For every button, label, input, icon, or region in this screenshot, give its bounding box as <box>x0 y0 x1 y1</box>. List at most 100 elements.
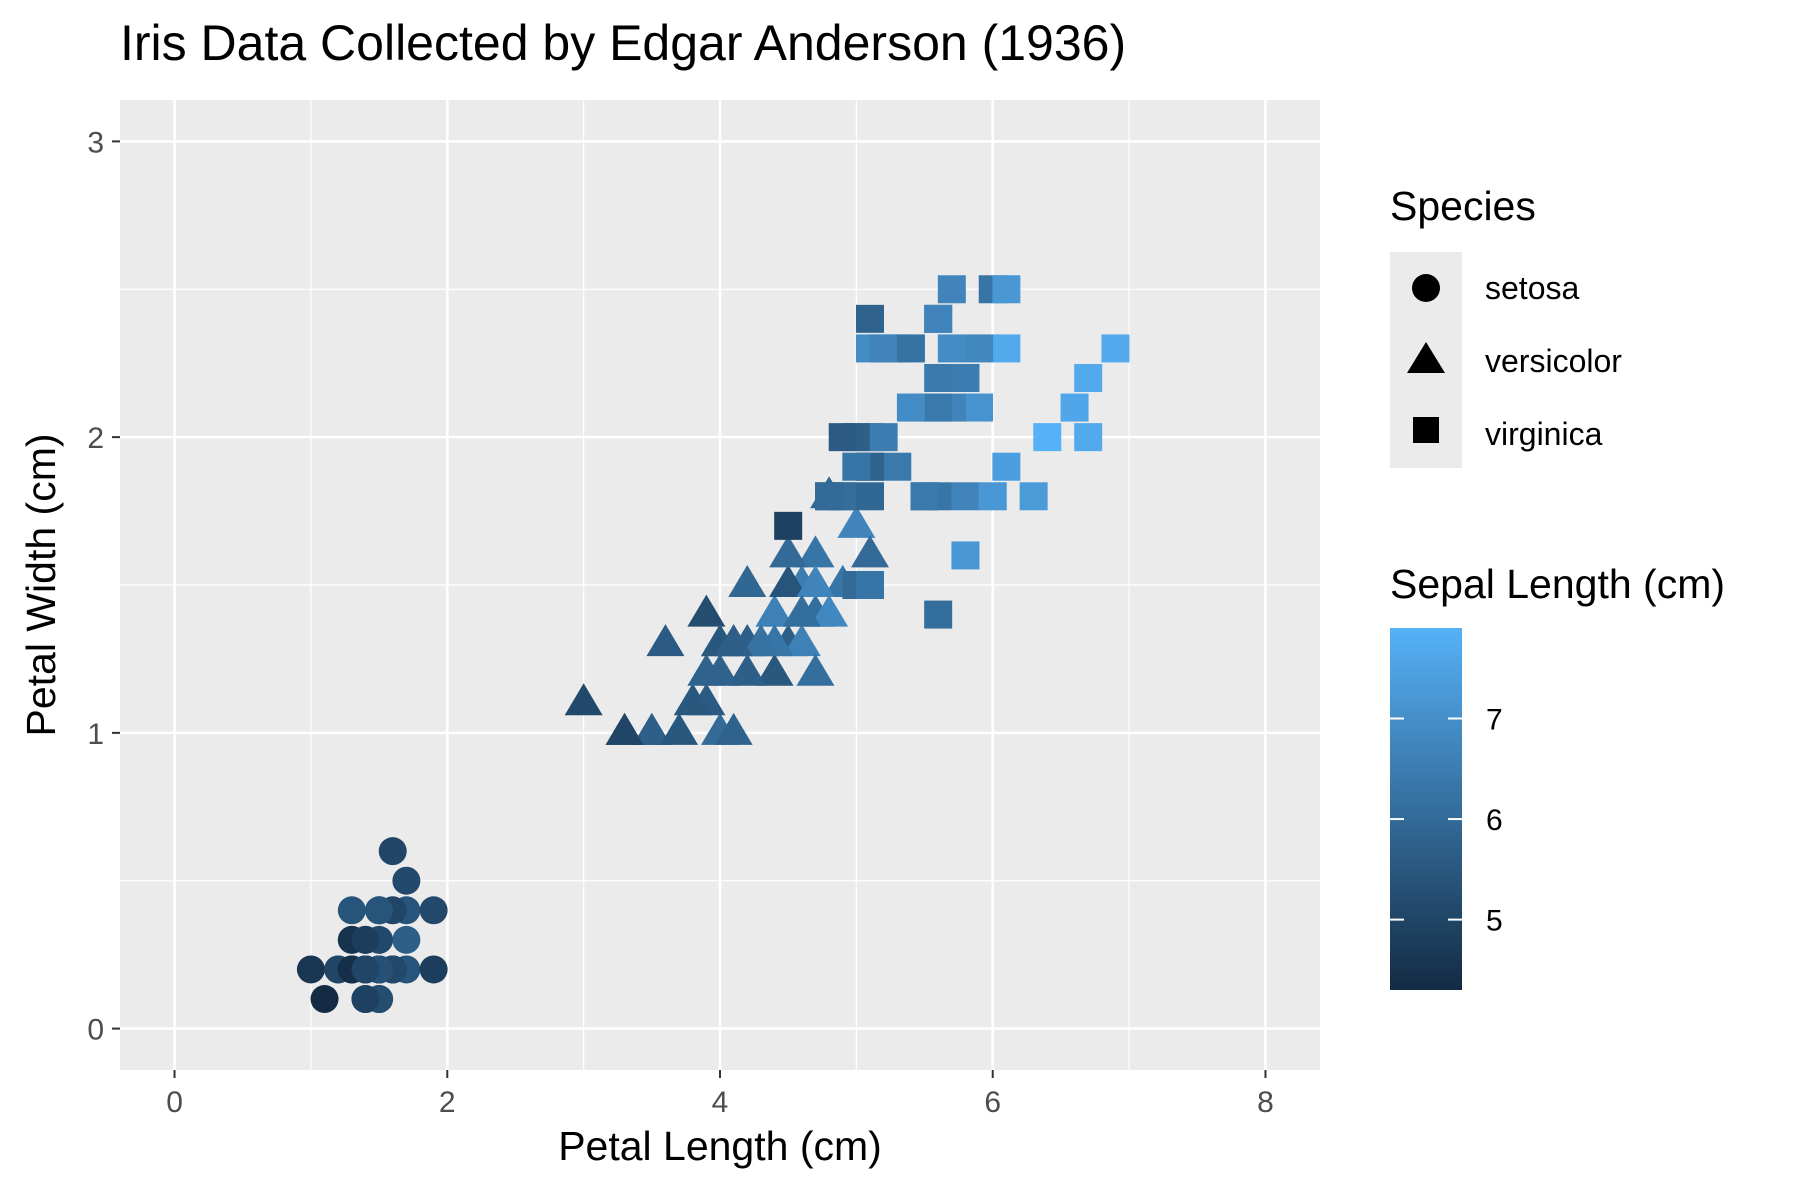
versicolor-point <box>782 594 821 627</box>
virginica-point <box>1060 393 1089 422</box>
versicolor-point <box>851 535 889 568</box>
colorbar-tick-label: 7 <box>1486 704 1503 737</box>
virginica-point <box>951 363 980 392</box>
versicolor-point <box>701 653 739 686</box>
setosa-point <box>419 955 448 984</box>
colorbar-tick-label: 5 <box>1486 905 1503 938</box>
x-axis: 0 2 4 6 8 <box>166 1070 1274 1119</box>
virginica-point <box>924 363 953 392</box>
versicolor-point <box>714 712 753 745</box>
versicolor-point <box>755 594 794 627</box>
virginica-point <box>883 452 912 481</box>
virginica-point <box>856 482 884 511</box>
shape-legend-title: Species <box>1390 183 1536 229</box>
setosa-point <box>351 985 380 1014</box>
virginica-point <box>815 482 844 511</box>
versicolor-point <box>728 565 767 597</box>
virginica-point <box>965 334 994 363</box>
virginica-point <box>828 423 857 452</box>
virginica-point <box>1101 334 1130 363</box>
versicolor-point <box>714 624 753 657</box>
virginica-point <box>924 304 953 333</box>
legend-label-setosa: setosa <box>1485 270 1579 306</box>
virginica-point <box>869 423 898 452</box>
legend-square-icon <box>1413 417 1439 443</box>
versicolor-point <box>755 653 794 686</box>
y-axis-title: Petal Width (cm) <box>18 434 64 737</box>
setosa-point <box>337 896 366 925</box>
setosa-point <box>351 955 380 984</box>
versicolor-point <box>728 653 767 686</box>
virginica-point <box>774 511 803 540</box>
x-tick-label: 6 <box>984 1086 1001 1119</box>
colorbar-tick-label: 6 <box>1486 804 1503 837</box>
legend-circle-icon <box>1412 274 1440 302</box>
virginica-point <box>842 452 871 481</box>
virginica-point <box>1019 482 1048 511</box>
virginica-point <box>856 304 884 333</box>
virginica-point <box>910 482 939 511</box>
virginica-point <box>869 334 898 363</box>
versicolor-point <box>687 594 726 627</box>
x-axis-title: Petal Length (cm) <box>558 1123 882 1169</box>
versicolor-point <box>660 712 699 745</box>
versicolor-point <box>769 565 808 597</box>
versicolor-point <box>810 594 849 627</box>
versicolor-point <box>796 565 835 597</box>
setosa-point <box>419 896 448 925</box>
shape-legend: Species setosa versicolor virginica <box>1390 183 1622 468</box>
setosa-point <box>351 925 380 954</box>
versicolor-point <box>769 535 808 568</box>
legend-label-virginica: virginica <box>1485 416 1603 452</box>
virginica-point <box>1074 363 1103 392</box>
colorbar <box>1390 628 1462 990</box>
setosa-point <box>296 955 325 984</box>
chart-title: Iris Data Collected by Edgar Anderson (1… <box>120 15 1126 71</box>
versicolor-point <box>837 505 876 538</box>
y-axis: 0 1 2 3 <box>87 126 120 1047</box>
virginica-point <box>924 600 953 629</box>
y-tick-label: 3 <box>87 126 104 159</box>
y-tick-label: 0 <box>87 1014 104 1047</box>
virginica-point <box>937 275 966 304</box>
versicolor-point <box>782 624 821 657</box>
legend-label-versicolor: versicolor <box>1485 343 1622 379</box>
setosa-point <box>378 837 407 866</box>
virginica-point <box>992 275 1021 304</box>
y-tick-label: 1 <box>87 718 104 751</box>
color-legend-title: Sepal Length (cm) <box>1390 561 1725 607</box>
virginica-point <box>951 482 980 511</box>
x-tick-label: 4 <box>712 1086 729 1119</box>
versicolor-point <box>632 712 671 745</box>
virginica-point <box>896 393 925 422</box>
virginica-point <box>937 334 966 363</box>
virginica-point <box>951 541 980 570</box>
virginica-point <box>896 334 925 363</box>
virginica-point <box>924 393 953 422</box>
versicolor-point <box>741 624 780 657</box>
x-tick-label: 2 <box>439 1086 456 1119</box>
virginica-point <box>1033 423 1062 452</box>
virginica-point <box>965 393 994 422</box>
virginica-point <box>992 452 1021 481</box>
x-tick-label: 8 <box>1257 1086 1274 1119</box>
setosa-point <box>392 925 421 954</box>
colorbar-ticks: 5 6 7 <box>1390 704 1503 938</box>
setosa-point <box>365 896 394 925</box>
y-tick-label: 2 <box>87 422 104 455</box>
x-tick-label: 0 <box>166 1086 183 1119</box>
versicolor-point <box>796 535 835 568</box>
setosa-point <box>310 985 339 1014</box>
virginica-point <box>992 334 1021 363</box>
virginica-point <box>978 482 1007 511</box>
versicolor-point <box>646 624 685 657</box>
virginica-point <box>856 571 884 599</box>
color-legend: Sepal Length (cm) 5 6 7 <box>1390 561 1725 990</box>
virginica-point <box>1074 423 1103 452</box>
data-points <box>296 275 1130 1014</box>
versicolor-point <box>796 653 835 686</box>
versicolor-point <box>673 683 712 716</box>
versicolor-point <box>564 683 603 716</box>
legend-triangle-icon <box>1407 342 1445 373</box>
